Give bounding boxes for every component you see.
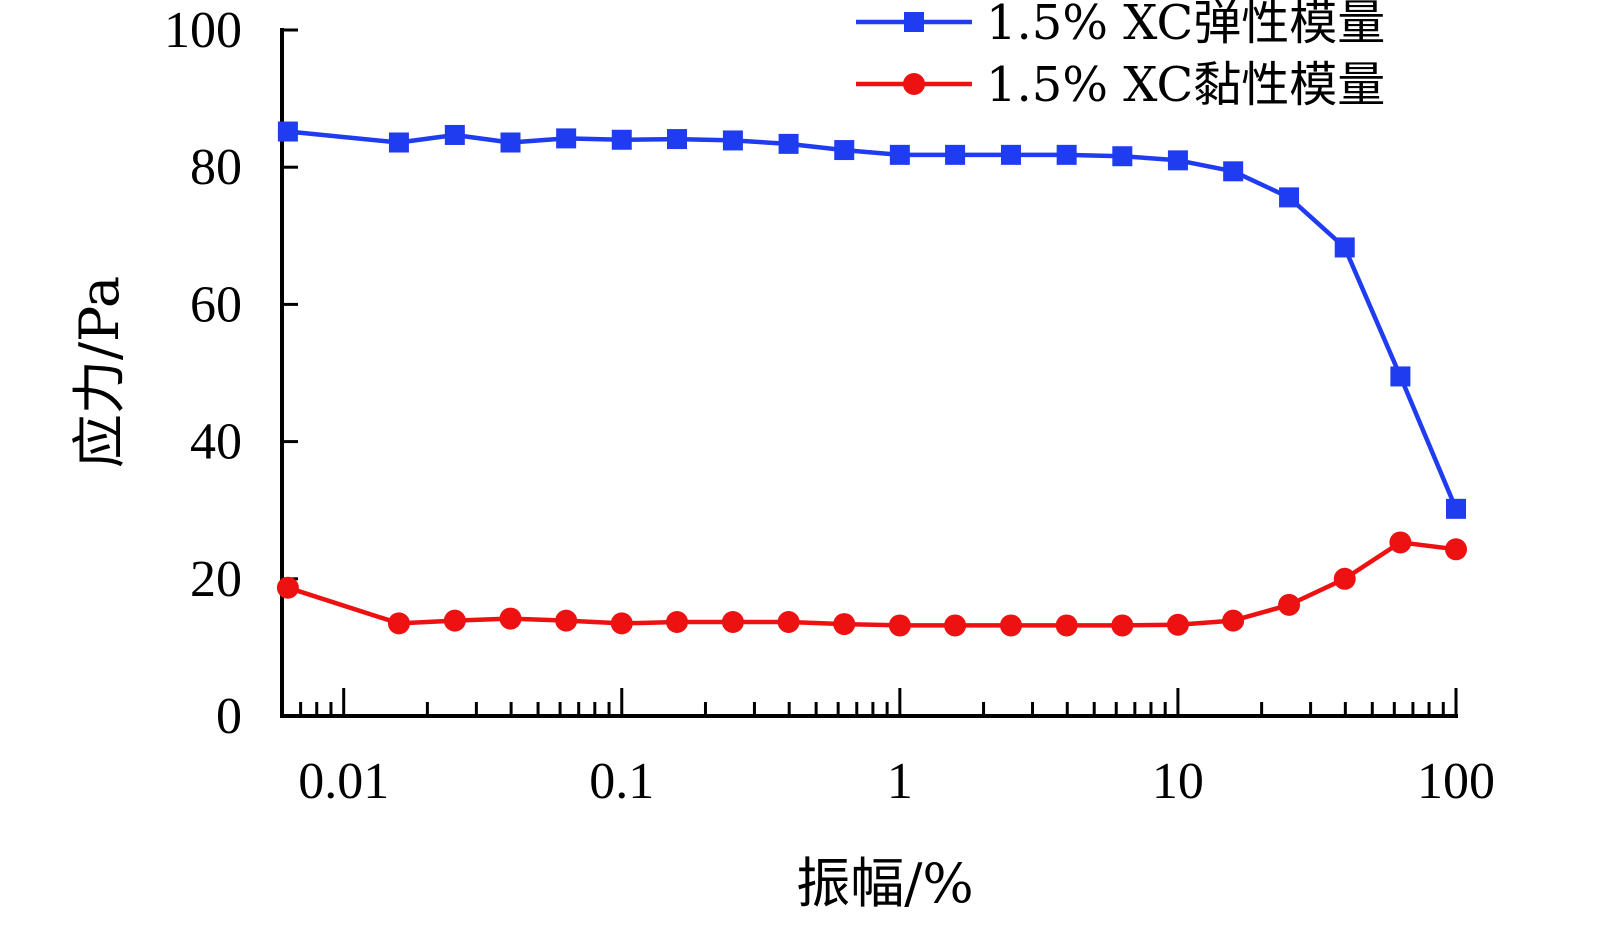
data-point <box>722 130 743 151</box>
series-layer <box>276 121 1467 637</box>
data-point <box>944 614 967 637</box>
legend-entry-1: 1.5% XC弹性模量 <box>856 0 1385 51</box>
data-point <box>834 140 855 161</box>
x-tick-label: 0.1 <box>589 753 654 810</box>
data-point <box>277 121 298 142</box>
data-point <box>889 144 910 165</box>
y-tick-label: 80 <box>190 139 242 196</box>
data-point <box>387 612 410 635</box>
data-point <box>1333 567 1356 590</box>
data-point <box>444 124 465 145</box>
data-point <box>1111 614 1134 637</box>
legend-marker <box>903 73 925 95</box>
data-point <box>388 132 409 153</box>
y-axis-title: 应力/Pa <box>68 276 131 468</box>
data-point <box>1055 614 1078 637</box>
data-point <box>777 611 800 634</box>
legend: 1.5% XC弹性模量 1.5% XC黏性模量 <box>856 0 1385 113</box>
data-point <box>1056 144 1077 165</box>
data-point <box>1389 531 1412 554</box>
data-point <box>611 129 632 150</box>
data-point <box>1222 609 1245 632</box>
data-point <box>276 576 299 599</box>
series-line <box>287 540 1457 628</box>
y-tick-label: 40 <box>190 414 242 471</box>
x-tick-label: 1 <box>887 753 913 810</box>
data-point <box>833 613 856 636</box>
y-tick-label: 20 <box>190 551 242 608</box>
data-point <box>1334 237 1355 258</box>
data-point <box>1223 161 1244 182</box>
x-tick-label: 10 <box>1152 753 1204 810</box>
legend-label: 1.5% XC弹性模量 <box>986 0 1385 51</box>
data-point <box>999 614 1022 637</box>
data-point <box>888 614 911 637</box>
data-point <box>1167 150 1188 171</box>
series-1 <box>277 121 1466 519</box>
data-point <box>555 609 578 632</box>
x-axis-title: 振幅/% <box>796 852 974 915</box>
data-point <box>1390 366 1411 387</box>
legend-entry-2: 1.5% XC黏性模量 <box>856 57 1385 113</box>
x-tick-label: 100 <box>1417 753 1495 810</box>
data-point <box>945 144 966 165</box>
data-point <box>1446 498 1466 519</box>
data-point <box>499 607 522 630</box>
data-point <box>666 611 689 634</box>
y-tick-label: 0 <box>216 688 242 745</box>
data-point <box>667 129 688 150</box>
data-point <box>1112 146 1133 167</box>
data-point <box>1000 144 1021 165</box>
data-point <box>721 611 744 634</box>
data-point <box>778 133 799 154</box>
data-point <box>443 609 466 632</box>
data-point <box>1166 613 1189 636</box>
x-tick-label: 0.01 <box>298 753 389 810</box>
axes: 0 20 40 60 80 100 0.01 0.1 1 10 100 <box>164 2 1495 810</box>
data-point <box>1445 538 1467 561</box>
y-tick-label: 100 <box>164 2 242 59</box>
data-point <box>556 128 577 149</box>
legend-label: 1.5% XC黏性模量 <box>986 57 1385 113</box>
y-tick-label: 60 <box>190 276 242 333</box>
data-point <box>1278 593 1301 616</box>
data-point <box>1279 187 1300 208</box>
legend-marker <box>904 12 924 32</box>
data-point <box>610 612 633 635</box>
data-point <box>500 132 521 153</box>
series-2 <box>276 531 1467 637</box>
